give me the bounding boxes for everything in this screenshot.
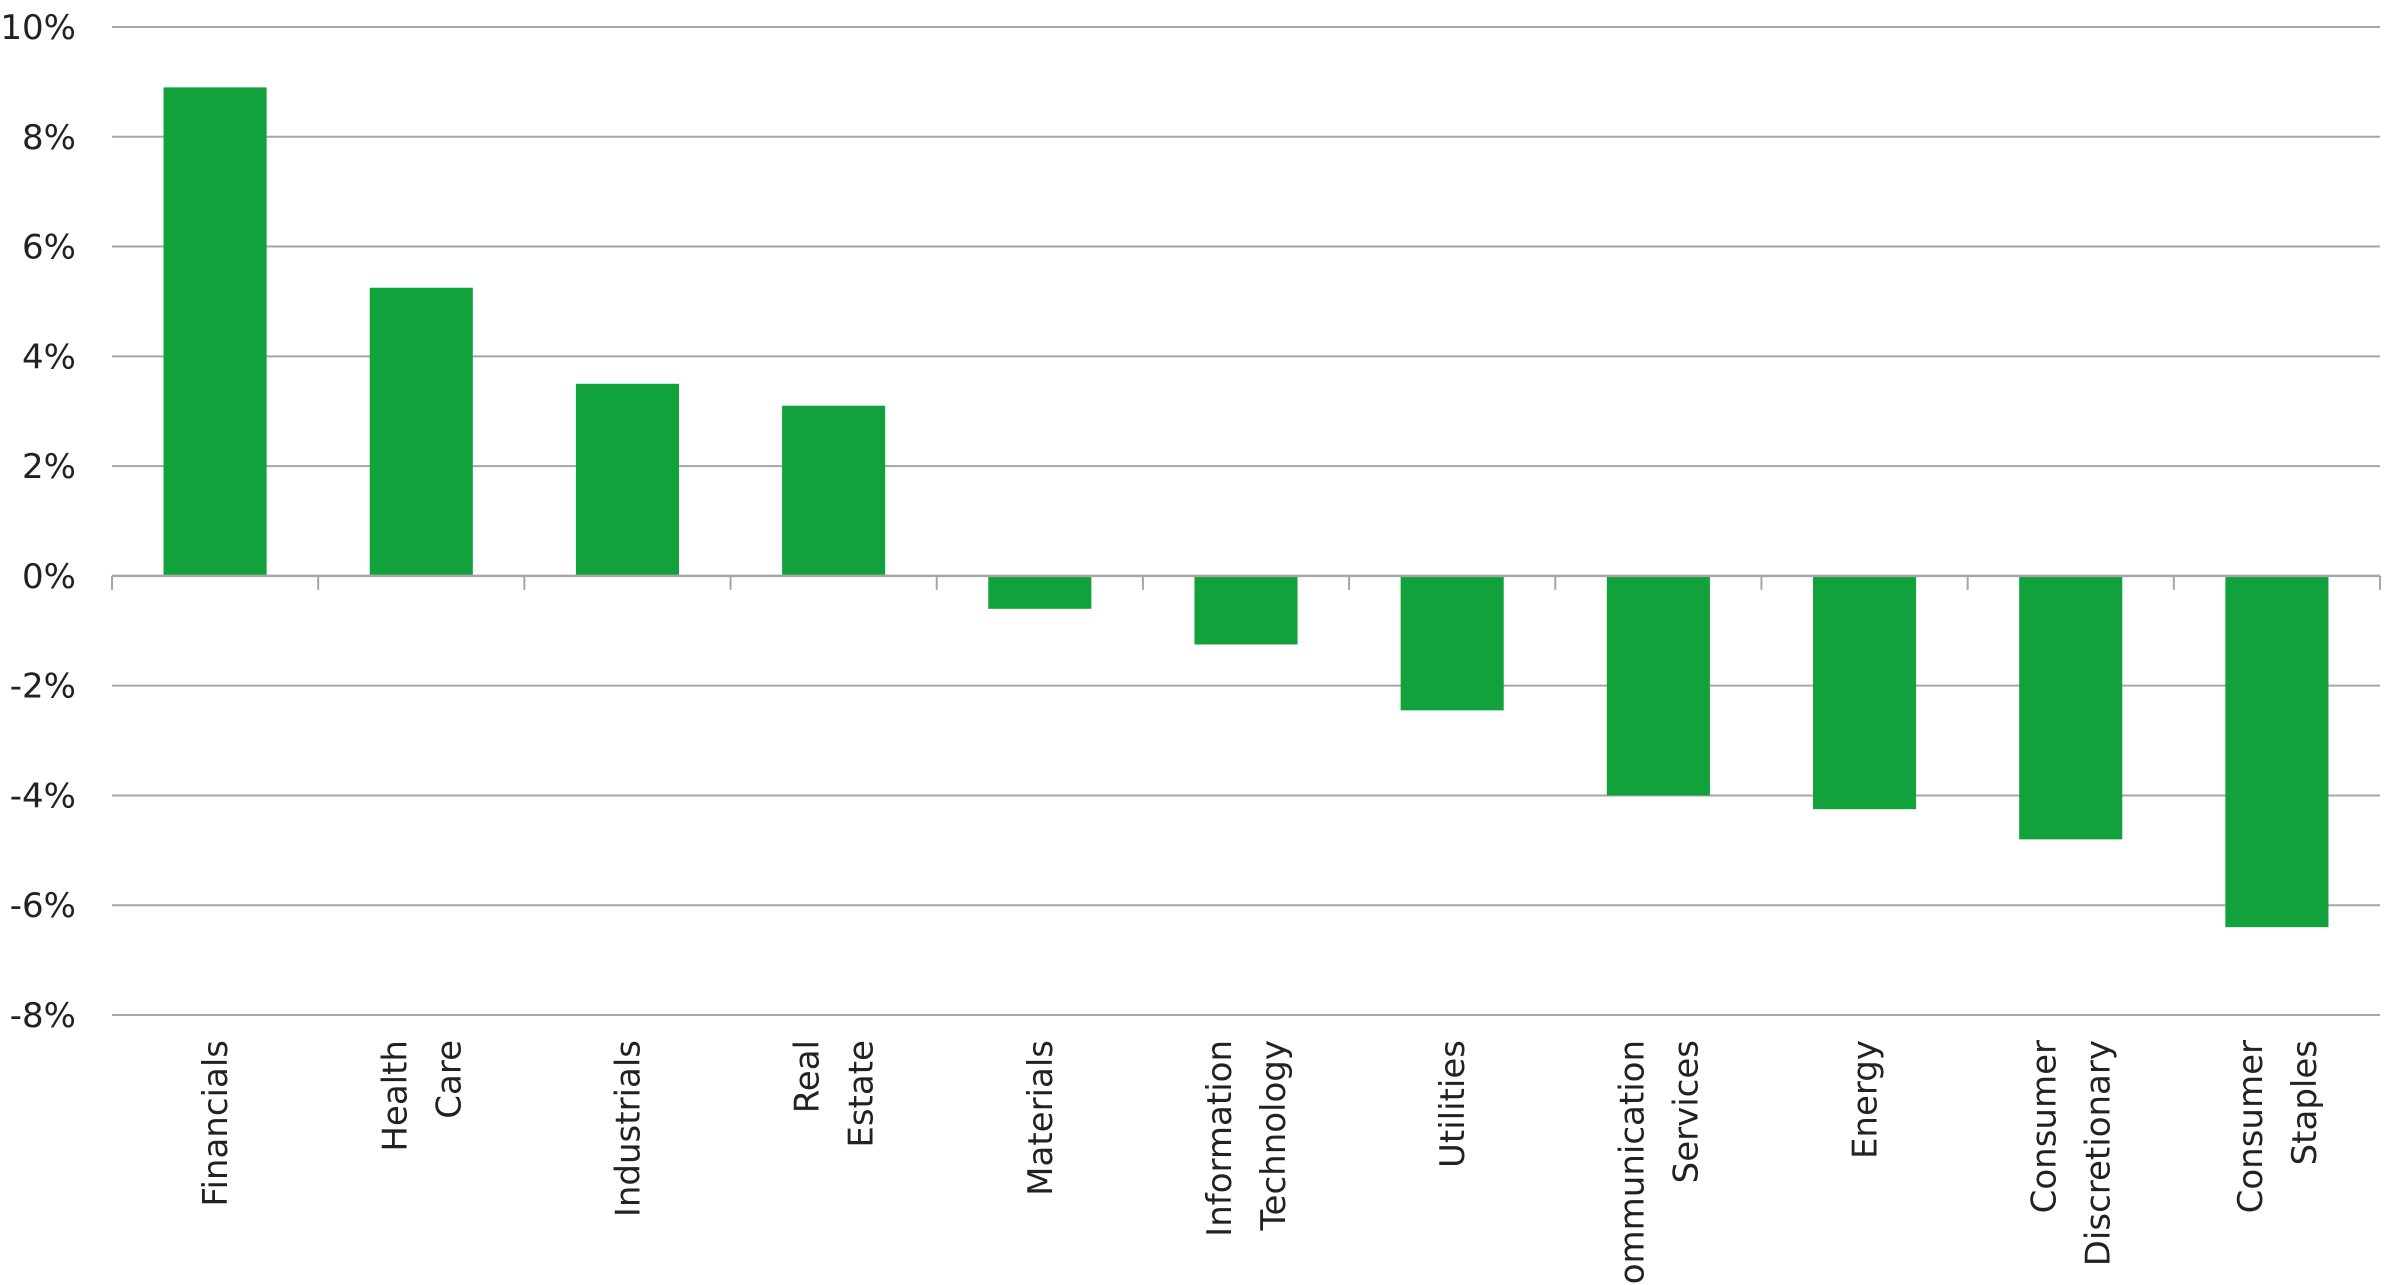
x-tick-label: Care [429,1040,469,1119]
x-tick-label: Materials [1021,1040,1061,1196]
x-tick-label: Services [1666,1040,1706,1183]
bar [1813,575,1917,810]
x-tick-label: Staples [2285,1040,2325,1165]
y-tick-label: -4% [10,776,76,816]
y-tick-label: 4% [22,337,76,377]
y-tick-label: 6% [22,228,76,268]
x-tick-label: Energy [1846,1040,1886,1159]
y-tick-label: 10% [0,8,76,48]
bars [163,87,2329,928]
y-tick-label: 2% [22,447,76,487]
x-axis [111,574,2381,590]
y-tick-label: -8% [10,996,76,1036]
y-tick-label: -2% [10,667,76,707]
x-tick-label: Industrials [608,1040,648,1217]
bar [369,287,473,576]
bar [1400,575,1504,711]
bar [163,87,267,576]
bar [782,405,886,576]
bar [1606,575,1710,796]
y-tick-label: 8% [22,118,76,158]
x-tick-label: Health [375,1040,415,1152]
bar [1194,575,1298,645]
x-tick-label: Consumer [2231,1040,2271,1213]
x-tick-label: Communication [1612,1040,1652,1285]
gridlines [112,26,2380,1016]
bar [988,575,1092,609]
bar [2019,575,2123,840]
x-tick-label: Consumer [2025,1040,2065,1213]
x-tick-label: Estate [842,1040,882,1148]
x-tick-label: Information [1200,1040,1240,1237]
x-tick-label: Technology [1254,1040,1294,1231]
y-tick-label: 0% [22,557,76,597]
x-tick-label: Financials [196,1040,236,1207]
x-tick-label: Discretionary [2079,1040,2119,1266]
x-tick-label: Utilities [1433,1040,1473,1168]
y-tick-label: -6% [10,886,76,926]
x-tick-label: Real [788,1040,828,1113]
bar [2225,575,2329,928]
bar [575,383,679,576]
y-tick-labels: 10% 8% 6% 4% 2% 0% -2% -4% -6% -8% [0,8,76,1036]
category-labels: Financials Health Care Industrials Real Estat… [196,1040,2325,1285]
